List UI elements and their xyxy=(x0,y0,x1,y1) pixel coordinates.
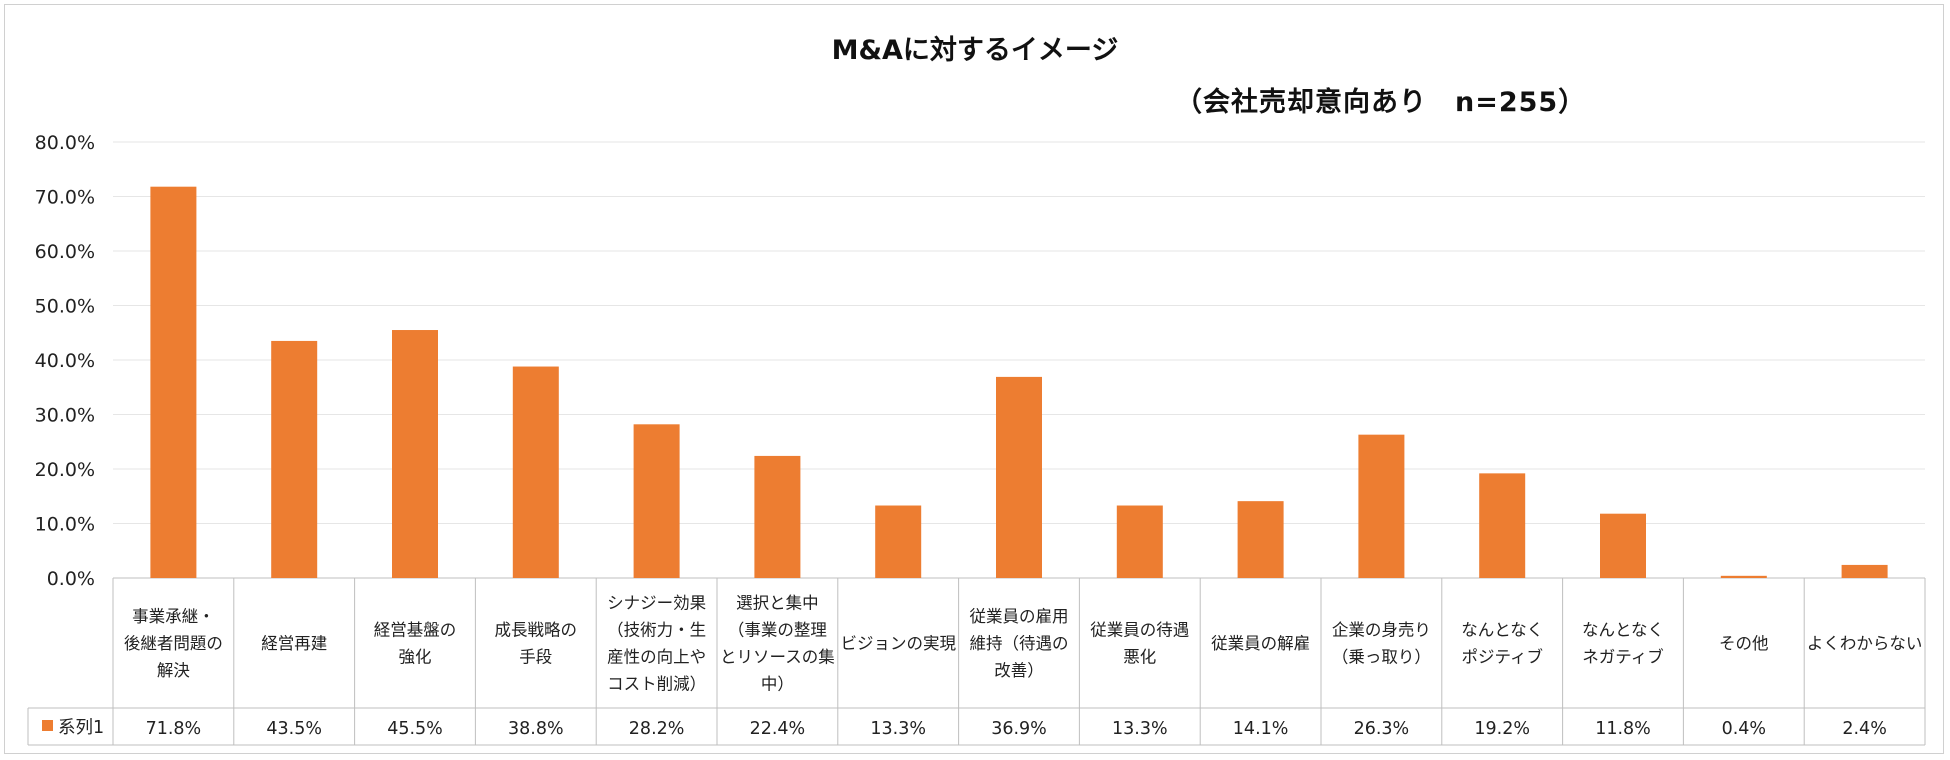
bar xyxy=(1600,513,1646,578)
category-label: 成長戦略の手段 xyxy=(495,621,578,667)
category-label-line: 産性の向上や xyxy=(607,648,706,667)
bar xyxy=(996,376,1042,578)
chart-subtitle: （会社売却意向あり n=255） xyxy=(1175,87,1587,118)
category-label: 事業承継・後継者問題の解決 xyxy=(124,607,223,680)
category-label-line: 事業承継・ xyxy=(132,607,215,626)
legend-label: 系列1 xyxy=(58,718,104,738)
category-label: ビジョンの実現 xyxy=(840,634,956,653)
value-label: 2.4% xyxy=(1842,719,1886,739)
bar xyxy=(875,505,922,578)
category-label-line: （乗っ取り） xyxy=(1332,648,1431,667)
value-label: 22.4% xyxy=(750,719,806,739)
y-tick-label: 10.0% xyxy=(35,514,95,536)
category-label-line: 維持（待遇の xyxy=(970,634,1069,653)
category-label-line: 企業の身売り xyxy=(1332,621,1431,640)
value-label: 0.4% xyxy=(1722,719,1766,739)
value-label: 43.5% xyxy=(266,719,322,739)
y-tick-label: 0.0% xyxy=(47,568,95,590)
category-label: よくわからない xyxy=(1807,634,1923,653)
category-label: 経営基盤の強化 xyxy=(374,621,457,667)
category-label-line: （事業の整理 xyxy=(728,621,827,640)
category-label-line: 経営基盤の xyxy=(374,621,457,640)
y-tick-label: 30.0% xyxy=(35,405,95,427)
bar xyxy=(633,424,680,578)
category-label-line: 従業員の雇用 xyxy=(970,607,1069,626)
y-tick-label: 80.0% xyxy=(35,132,95,154)
category-label-line: シナジー効果 xyxy=(607,594,706,613)
value-label: 19.2% xyxy=(1474,719,1530,739)
category-label-line: ポジティブ xyxy=(1461,647,1543,667)
category-label-line: なんとなく xyxy=(1461,621,1543,640)
legend-swatch xyxy=(42,720,53,731)
category-label: 従業員の解雇 xyxy=(1211,634,1310,653)
category-label-line: その他 xyxy=(1719,634,1769,653)
category-label-line: 従業員の解雇 xyxy=(1211,634,1310,653)
bar xyxy=(1116,505,1163,578)
category-label-line: とリソースの集 xyxy=(720,648,835,667)
category-label-line: なんとなく xyxy=(1582,621,1664,640)
category-label: 経営再建 xyxy=(261,634,327,653)
chart-title: M&Aに対するイメージ xyxy=(831,35,1119,66)
value-label: 36.9% xyxy=(991,719,1047,739)
value-label: 71.8% xyxy=(146,719,202,739)
category-label-line: 従業員の待遇 xyxy=(1090,621,1189,640)
category-label-line: 成長戦略の xyxy=(495,621,578,640)
value-label: 13.3% xyxy=(1112,719,1168,739)
category-label-line: コスト削減） xyxy=(607,675,706,694)
y-tick-label: 60.0% xyxy=(35,241,95,263)
category-label: 従業員の雇用維持（待遇の改善） xyxy=(970,607,1069,680)
category-label-line: ネガティブ xyxy=(1582,647,1664,667)
category-label-line: 後継者問題の xyxy=(124,634,223,653)
chart-frame xyxy=(4,4,1944,754)
category-label-line: 強化 xyxy=(399,648,432,667)
category-label-line: よくわからない xyxy=(1807,634,1923,653)
bar xyxy=(1841,564,1888,578)
bar xyxy=(1358,434,1405,578)
category-label-line: 経営再建 xyxy=(261,634,327,653)
category-label: なんとなくポジティブ xyxy=(1461,621,1543,667)
value-label: 14.1% xyxy=(1233,719,1289,739)
category-label-line: 手段 xyxy=(519,648,552,667)
value-label: 13.3% xyxy=(870,719,926,739)
category-label: 従業員の待遇悪化 xyxy=(1090,621,1189,667)
category-label-line: 悪化 xyxy=(1123,648,1156,667)
category-label-line: （技術力・生 xyxy=(607,621,706,640)
category-label-line: 改善） xyxy=(994,661,1044,680)
category-label: 企業の身売り （乗っ取り） xyxy=(1332,621,1431,667)
category-label-line: 中） xyxy=(761,675,794,694)
bar xyxy=(1479,473,1526,578)
bar xyxy=(1237,501,1284,578)
category-label-line: 解決 xyxy=(157,661,190,680)
category-label-line: ビジョンの実現 xyxy=(840,634,956,653)
category-label: なんとなくネガティブ xyxy=(1582,621,1664,667)
category-label: その他 xyxy=(1719,634,1769,653)
value-label: 38.8% xyxy=(508,719,564,739)
bar xyxy=(150,186,197,578)
y-tick-label: 20.0% xyxy=(35,459,95,481)
category-label-line: 選択と集中 xyxy=(736,594,819,613)
y-tick-label: 50.0% xyxy=(35,296,95,318)
bar xyxy=(392,330,438,578)
y-tick-label: 40.0% xyxy=(35,350,95,372)
value-label: 45.5% xyxy=(387,719,443,739)
category-label: シナジー効果 （技術力・生産性の向上やコスト削減） xyxy=(607,594,706,694)
category-label: 選択と集中 （事業の整理とリソースの集中） xyxy=(720,594,835,694)
value-label: 26.3% xyxy=(1354,719,1410,739)
bar xyxy=(271,340,318,578)
bar xyxy=(754,455,801,578)
bar xyxy=(512,366,559,578)
value-label: 11.8% xyxy=(1595,719,1651,739)
y-tick-label: 70.0% xyxy=(35,187,95,209)
bar xyxy=(1720,575,1767,578)
value-label: 28.2% xyxy=(629,719,685,739)
